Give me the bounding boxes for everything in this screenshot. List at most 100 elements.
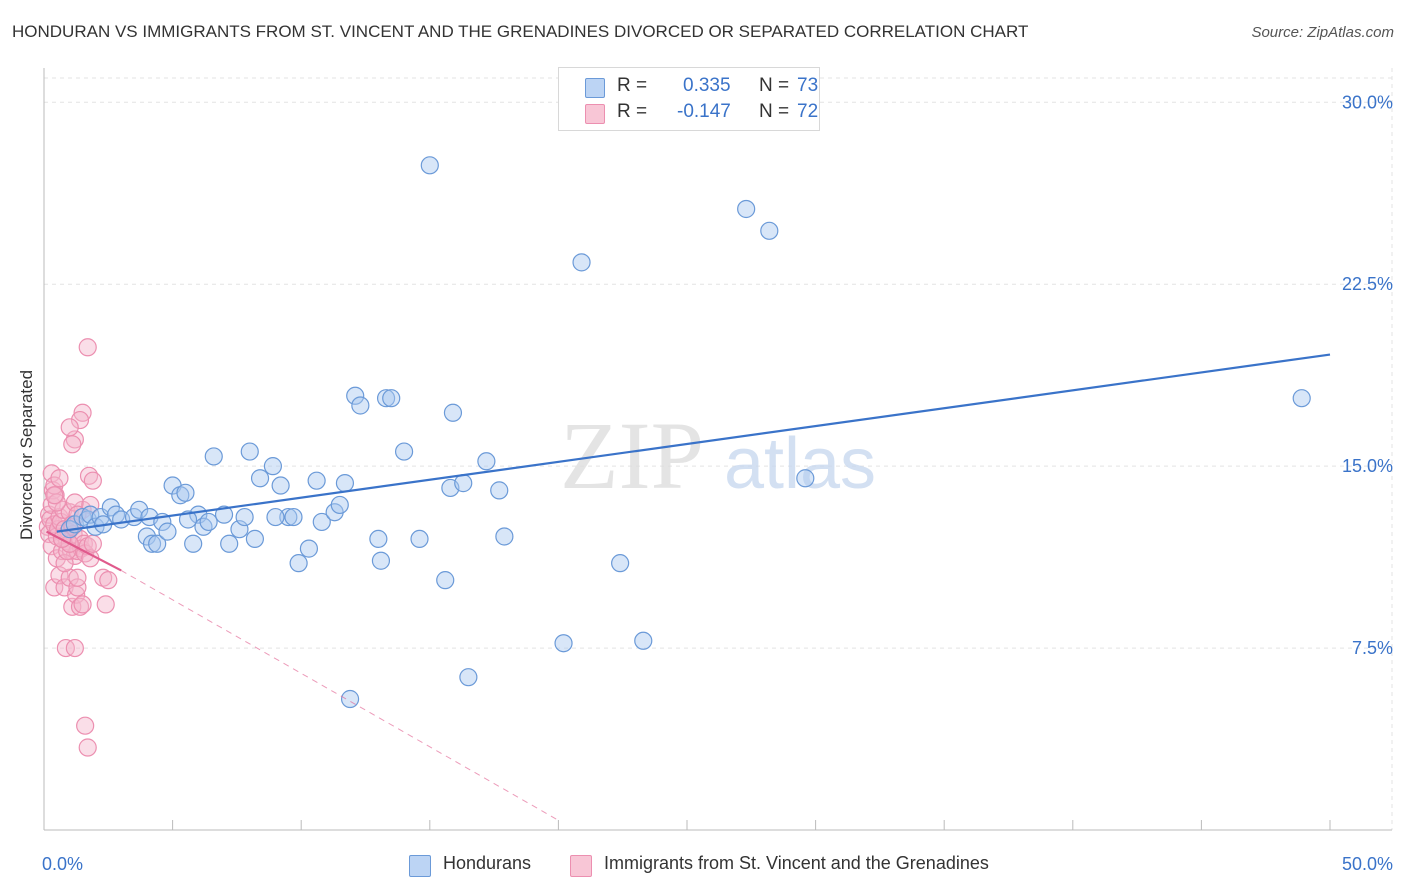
hondurans-point [420, 156, 439, 175]
hondurans-point [459, 668, 478, 687]
hondurans-point [554, 634, 573, 653]
hondurans-point [245, 529, 265, 549]
legend-n-value: 73 [797, 75, 819, 96]
hondurans-point [737, 199, 756, 219]
hondurans-point [158, 522, 177, 541]
immigrants-trend-extension [120, 570, 559, 821]
hondurans-point [199, 512, 218, 532]
immigrants-point [70, 597, 90, 616]
bottom-legend-label: Immigrants from St. Vincent and the Gren… [604, 853, 989, 873]
y-tick-label: 22.5% [1342, 274, 1393, 294]
hondurans-point [351, 396, 370, 415]
legend-swatch-pink [585, 104, 605, 124]
hondurans-point [760, 221, 779, 240]
hondurans-point [436, 571, 455, 590]
correlation-legend: R = 0.335 N = 73 R = -0.147 N = 72 [558, 67, 820, 131]
y-tick-label: 30.0% [1342, 92, 1393, 112]
series-immigrants-points [38, 338, 118, 757]
trend-lines [46, 353, 1331, 821]
hondurans-point [1292, 389, 1311, 408]
bottom-legend-label: Hondurans [443, 853, 532, 873]
hondurans-point [454, 474, 473, 493]
immigrants-point [76, 716, 95, 735]
legend-swatch-blue [585, 78, 605, 98]
hondurans-point [382, 389, 401, 408]
hondurans-point [289, 554, 308, 573]
hondurans-point [299, 539, 319, 558]
grid-layer [44, 68, 1393, 830]
immigrants-point [68, 578, 87, 597]
hondurans-point [371, 551, 391, 570]
legend-r-value: 0.335 [683, 75, 731, 96]
immigrants-point [63, 435, 82, 454]
immigrants-point [70, 410, 90, 430]
hondurans-point [611, 554, 630, 573]
watermark-atlas: atlas [724, 424, 876, 504]
hondurans-point [279, 507, 298, 527]
hondurans-point [340, 689, 360, 709]
x-tick-label-min: 0.0% [42, 854, 83, 874]
hondurans-point [346, 386, 365, 405]
immigrants-point [65, 638, 84, 658]
hondurans-point [634, 631, 653, 650]
y-axis-label: Divorced or Separated [17, 370, 36, 540]
immigrants-point [50, 469, 69, 488]
legend-r-label: R = [617, 101, 648, 122]
hondurans-trend-line [56, 353, 1331, 533]
hondurans-point [477, 452, 496, 471]
hondurans-point [178, 510, 198, 529]
hondurans-point [194, 517, 213, 536]
hondurans-point [235, 507, 254, 527]
hondurans-point [495, 527, 514, 546]
hondurans-point [271, 476, 290, 495]
immigrants-point [96, 595, 115, 614]
hondurans-point [204, 447, 223, 466]
immigrants-trend-line [46, 530, 122, 572]
hondurans-point [214, 505, 234, 524]
immigrants-point [45, 486, 64, 505]
tick-labels: 7.5% 15.0% 22.5% 30.0% 0.0% 50.0% [42, 92, 1393, 874]
y-tick-label: 15.0% [1342, 456, 1393, 476]
hondurans-point [266, 507, 285, 527]
hondurans-point [369, 529, 388, 549]
immigrants-point [78, 738, 97, 757]
hondurans-point [130, 500, 149, 519]
hondurans-point [335, 474, 355, 493]
immigrants-point [83, 471, 102, 490]
hondurans-point [394, 442, 414, 461]
hondurans-point [312, 512, 331, 532]
hondurans-point [250, 469, 270, 488]
hondurans-point [176, 483, 195, 502]
immigrants-point [73, 595, 92, 614]
axis-layer [43, 68, 1392, 831]
immigrants-point [47, 493, 66, 512]
watermark-zip: ZIP [560, 402, 704, 509]
hondurans-point [220, 534, 239, 553]
hondurans-point [796, 469, 815, 488]
hondurans-point [490, 481, 509, 500]
immigrants-point [83, 534, 102, 553]
hondurans-point [410, 529, 429, 549]
hondurans-point [443, 403, 463, 422]
series-hondurans-points [60, 156, 1311, 709]
immigrants-point [73, 403, 92, 422]
legend-n-label: N = [759, 75, 790, 96]
legend-n-value: 72 [797, 101, 819, 122]
hondurans-point [330, 495, 349, 515]
hondurans-point [148, 534, 167, 553]
hondurans-point [240, 442, 259, 461]
y-tick-label: 7.5% [1352, 638, 1393, 658]
bottom-legend-swatch-pink [570, 855, 592, 877]
immigrants-point [99, 571, 118, 590]
hondurans-point [572, 253, 591, 272]
hondurans-point [184, 534, 203, 553]
source-label: Source: ZipAtlas.com [1251, 24, 1394, 41]
hondurans-point [376, 389, 396, 408]
hondurans-point [307, 471, 326, 490]
legend-r-label: R = [617, 75, 648, 96]
bottom-legend-swatch-blue [409, 855, 431, 877]
legend-n-label: N = [759, 101, 790, 122]
watermark: ZIP atlas [560, 402, 876, 509]
hondurans-point [142, 534, 162, 553]
